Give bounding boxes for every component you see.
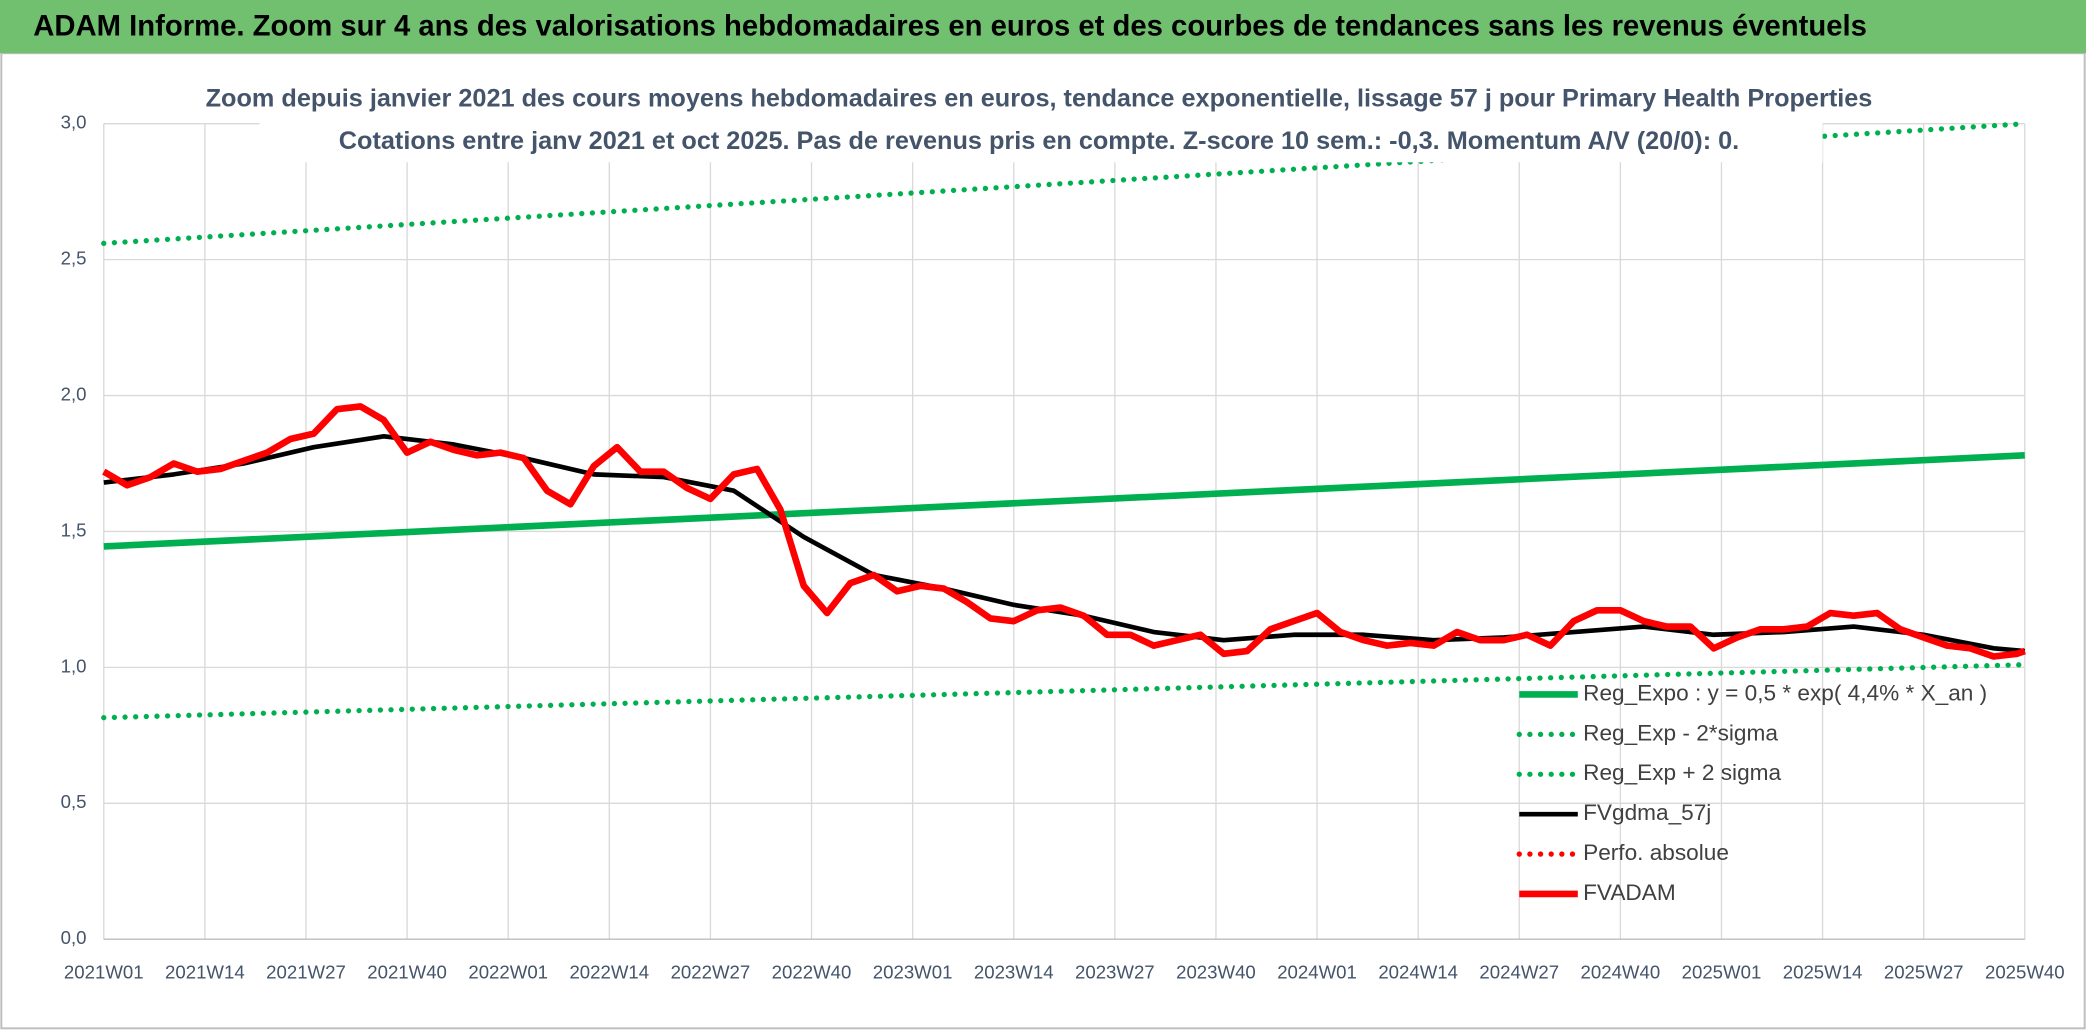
- y-tick-label: 3,0: [61, 112, 87, 133]
- x-tick-label: 2022W40: [772, 962, 852, 983]
- x-tick-label: 2022W01: [468, 962, 548, 983]
- x-tick-label: 2023W27: [1075, 962, 1155, 983]
- x-tick-label: 2021W14: [165, 962, 245, 983]
- x-tick-label: 2025W14: [1783, 962, 1863, 983]
- x-tick-label: 2025W01: [1682, 962, 1762, 983]
- y-tick-label: 0,5: [61, 791, 87, 812]
- x-tick-label: 2024W27: [1479, 962, 1559, 983]
- legend-label: Reg_Exp - 2*sigma: [1583, 720, 1778, 745]
- x-tick-label: 2023W14: [974, 962, 1054, 983]
- x-tick-label: 2025W27: [1884, 962, 1964, 983]
- x-tick-label: 2021W40: [367, 962, 447, 983]
- subtitle: Zoom depuis janvier 2021 des cours moyen…: [206, 84, 1873, 112]
- y-tick-label: 0,0: [61, 927, 87, 948]
- legend-label: Reg_Expo : y = 0,5 * exp( 4,4% * X_an ): [1583, 680, 1987, 705]
- x-tick-label: 2025W40: [1985, 962, 2065, 983]
- x-tick-label: 2023W01: [873, 962, 953, 983]
- x-tick-label: 2024W14: [1378, 962, 1458, 983]
- x-tick-label: 2021W01: [64, 962, 144, 983]
- series-line: [101, 661, 2028, 721]
- legend: Reg_Expo : y = 0,5 * exp( 4,4% * X_an ) R…: [1516, 680, 1987, 905]
- x-tick-label: 2024W40: [1581, 962, 1661, 983]
- x-tick-label: 2021W27: [266, 962, 346, 983]
- legend-label: Reg_Exp + 2 sigma: [1583, 760, 1781, 785]
- x-tick-label: 2022W14: [569, 962, 649, 983]
- legend-label: FVADAM: [1583, 880, 1676, 905]
- series-line: [102, 403, 2026, 660]
- legend-label: Perfo. absolue: [1583, 840, 1729, 865]
- y-tick-label: 1,0: [61, 655, 87, 676]
- y-tick-label: 2,0: [61, 383, 87, 404]
- subtitle: Cotations entre janv 2021 et oct 2025. P…: [339, 127, 1739, 155]
- chart-title: ADAM Informe. Zoom sur 4 ans des valoris…: [33, 11, 1867, 43]
- series-line: [101, 121, 2028, 246]
- plot-area: 0,0 0,5 1,0 1,5 2,0 2,5 3,0 2021W01 2021W14 2021W…: [61, 112, 2065, 983]
- legend-label: FVgdma_57j: [1583, 800, 1711, 825]
- series-line: [103, 452, 2025, 550]
- y-tick-label: 2,5: [61, 248, 87, 269]
- header-bar: [0, 0, 2086, 54]
- x-tick-label: 2024W01: [1277, 962, 1357, 983]
- y-tick-label: 1,5: [61, 519, 87, 540]
- x-tick-label: 2022W27: [671, 962, 751, 983]
- x-tick-label: 2023W40: [1176, 962, 1256, 983]
- subtitle-box: [259, 77, 1823, 163]
